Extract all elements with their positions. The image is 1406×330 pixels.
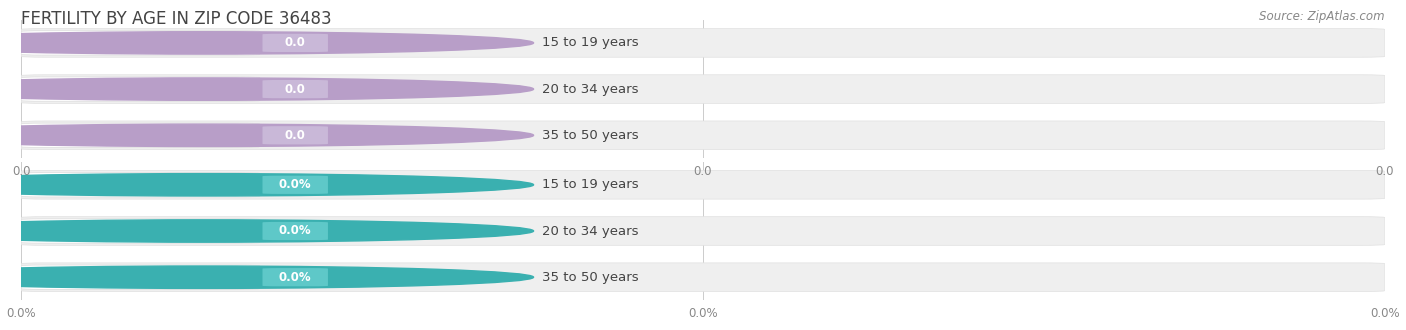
Circle shape: [0, 266, 533, 288]
FancyBboxPatch shape: [21, 217, 1385, 245]
Circle shape: [0, 78, 533, 100]
Circle shape: [0, 220, 533, 242]
Text: 0.0%: 0.0%: [1369, 307, 1400, 320]
FancyBboxPatch shape: [21, 171, 1385, 199]
Text: 0.0%: 0.0%: [278, 178, 312, 191]
Text: 0.0%: 0.0%: [6, 307, 37, 320]
Text: 15 to 19 years: 15 to 19 years: [541, 36, 638, 49]
FancyBboxPatch shape: [263, 268, 328, 286]
FancyBboxPatch shape: [21, 121, 1385, 149]
Text: 20 to 34 years: 20 to 34 years: [541, 224, 638, 238]
Text: 0.0%: 0.0%: [278, 271, 312, 284]
FancyBboxPatch shape: [21, 123, 260, 148]
Circle shape: [0, 174, 533, 196]
Text: 35 to 50 years: 35 to 50 years: [541, 271, 638, 284]
Text: Source: ZipAtlas.com: Source: ZipAtlas.com: [1260, 10, 1385, 23]
FancyBboxPatch shape: [21, 31, 260, 55]
Circle shape: [0, 32, 533, 54]
FancyBboxPatch shape: [263, 126, 328, 145]
Text: FERTILITY BY AGE IN ZIP CODE 36483: FERTILITY BY AGE IN ZIP CODE 36483: [21, 10, 332, 28]
Text: 0.0: 0.0: [693, 165, 713, 178]
Text: 35 to 50 years: 35 to 50 years: [541, 129, 638, 142]
Text: 0.0: 0.0: [285, 36, 305, 49]
FancyBboxPatch shape: [263, 34, 328, 52]
Text: 0.0: 0.0: [285, 82, 305, 96]
FancyBboxPatch shape: [21, 265, 260, 289]
FancyBboxPatch shape: [21, 263, 1385, 291]
Text: 0.0%: 0.0%: [688, 307, 718, 320]
Text: 0.0%: 0.0%: [278, 224, 312, 238]
FancyBboxPatch shape: [21, 219, 260, 243]
FancyBboxPatch shape: [263, 80, 328, 98]
FancyBboxPatch shape: [263, 222, 328, 240]
Text: 0.0: 0.0: [285, 129, 305, 142]
Text: 0.0: 0.0: [11, 165, 31, 178]
FancyBboxPatch shape: [21, 173, 260, 197]
Text: 0.0: 0.0: [1375, 165, 1395, 178]
FancyBboxPatch shape: [21, 75, 1385, 103]
FancyBboxPatch shape: [21, 77, 260, 101]
FancyBboxPatch shape: [21, 29, 1385, 57]
Text: 15 to 19 years: 15 to 19 years: [541, 178, 638, 191]
FancyBboxPatch shape: [263, 176, 328, 194]
Circle shape: [0, 124, 533, 147]
Text: 20 to 34 years: 20 to 34 years: [541, 82, 638, 96]
